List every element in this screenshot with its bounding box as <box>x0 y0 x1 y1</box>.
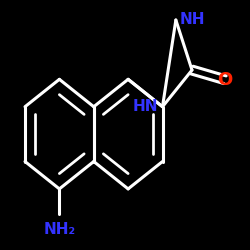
Text: HN: HN <box>133 99 158 114</box>
Text: NH₂: NH₂ <box>43 222 76 238</box>
Text: NH: NH <box>180 12 205 28</box>
Text: O: O <box>218 71 232 89</box>
